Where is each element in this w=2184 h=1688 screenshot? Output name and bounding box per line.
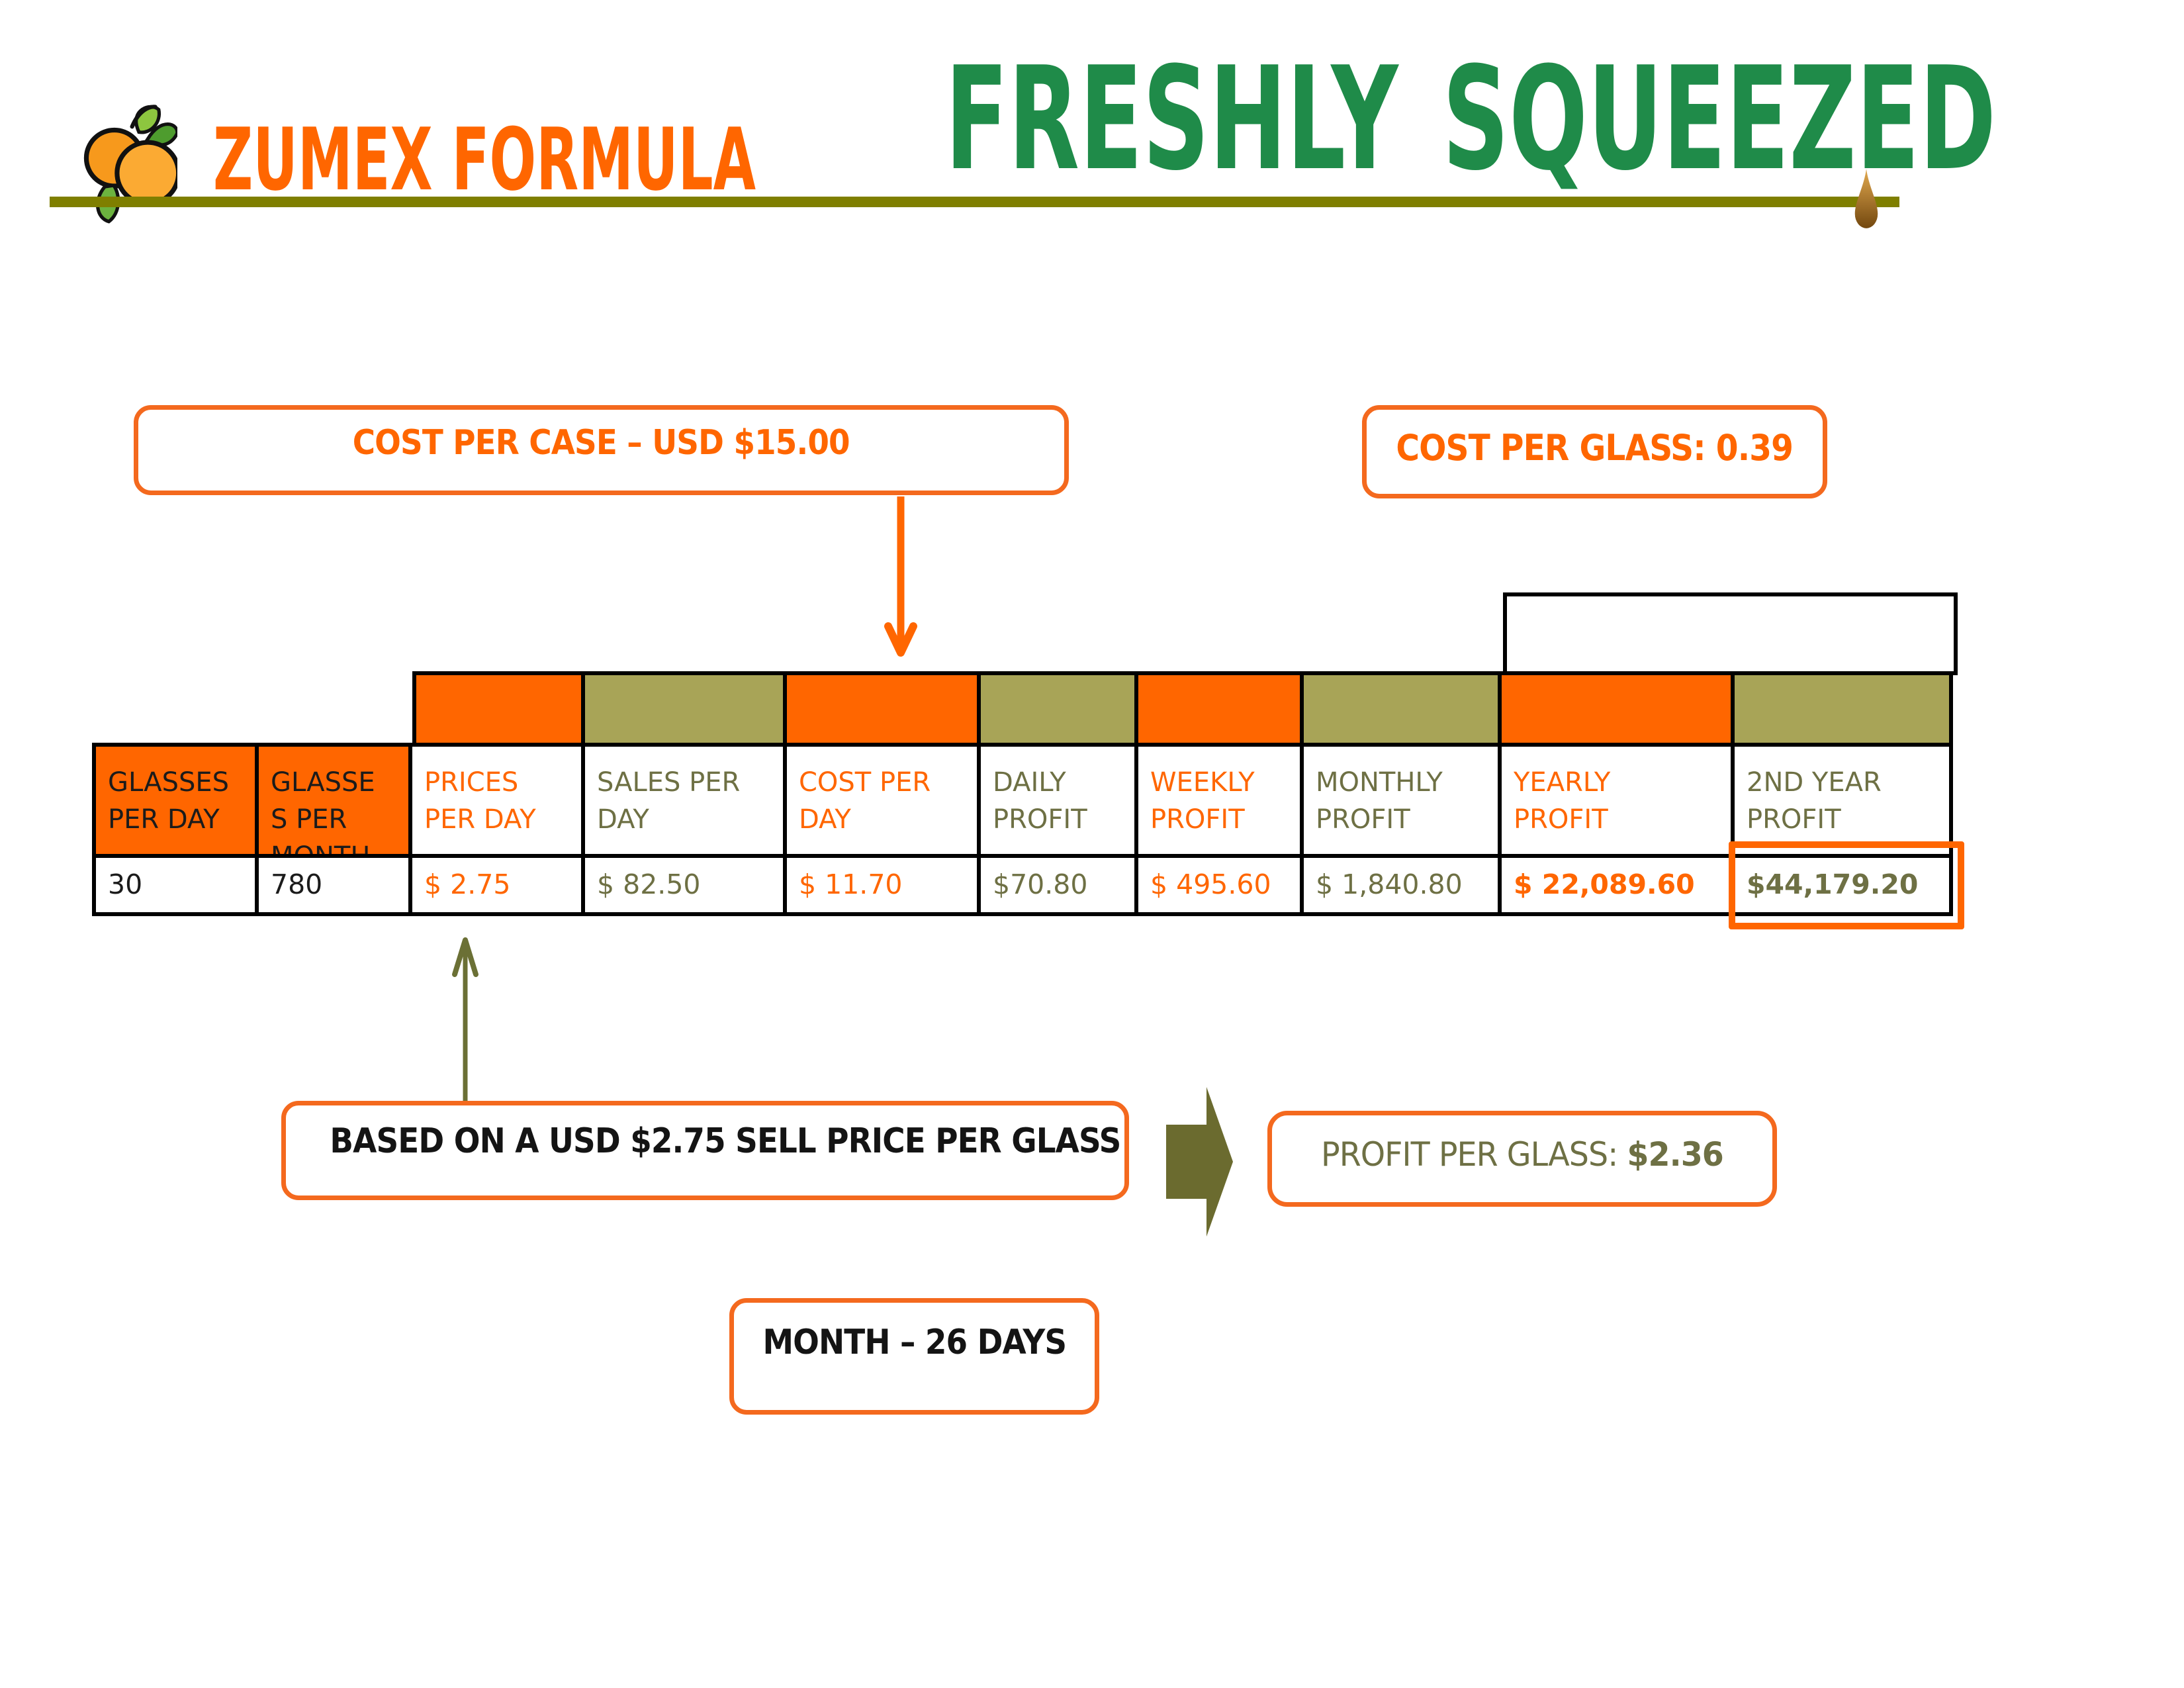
profit-per-glass-label: PROFIT PER GLASS:	[1321, 1135, 1627, 1174]
header-cost-per-day: COST PER DAY	[787, 743, 981, 854]
oranges-logo-icon	[83, 105, 177, 224]
cost-per-case-text: COST PER CASE – USD $15.00	[353, 423, 850, 463]
month-days-text: MONTH – 26 DAYS	[762, 1323, 1067, 1362]
value-daily-profit: $70.80	[981, 854, 1138, 916]
header-sales-per-day: SALES PER DAY	[585, 743, 787, 854]
second-year-note-box	[1503, 592, 1958, 675]
header-rule	[50, 197, 1899, 207]
value-glasses-per-day: 30	[92, 854, 259, 916]
band-sales-per-day	[585, 671, 787, 743]
value-sales-per-day: $ 82.50	[585, 854, 787, 916]
band-spacer	[92, 671, 259, 743]
based-on-callout: BASED ON A USD $2.75 SELL PRICE PER GLAS…	[281, 1101, 1129, 1200]
header-yearly-profit: YEARLY PROFIT	[1502, 743, 1735, 854]
value-cost-per-day: $ 11.70	[787, 854, 981, 916]
band-monthly-profit	[1304, 671, 1502, 743]
band-spacer	[259, 671, 412, 743]
value-prices-per-day: $ 2.75	[412, 854, 585, 916]
arrow-up-icon	[452, 937, 478, 1104]
header-2nd-year-profit: 2ND YEAR PROFIT	[1735, 743, 1953, 854]
value-glasses-per-month: 780	[259, 854, 412, 916]
header-daily-profit: DAILY PROFIT	[981, 743, 1138, 854]
arrow-down-icon	[884, 496, 917, 657]
value-weekly-profit: $ 495.60	[1138, 854, 1304, 916]
highlight-box	[1729, 841, 1964, 929]
profit-per-glass-value: $2.36	[1627, 1135, 1723, 1174]
value-yearly-profit: $ 22,089.60	[1502, 854, 1735, 916]
header-prices-per-day: PRICES PER DAY	[412, 743, 585, 854]
value-monthly-profit: $ 1,840.80	[1304, 854, 1502, 916]
cost-per-glass-callout: COST PER GLASS: 0.39	[1362, 405, 1827, 498]
value-2nd-year-profit: $44,179.20	[1735, 854, 1953, 916]
juice-drop-icon	[1854, 169, 1878, 228]
header-weekly-profit: WEEKLY PROFIT	[1138, 743, 1304, 854]
header-glasses-per-day: GLASSES PER DAY	[92, 743, 259, 854]
pricing-table: GLASSES PER DAY GLASSES PER MONTH PRICES…	[92, 671, 1953, 916]
page-title: FRESHLY SQUEEZED	[945, 36, 1997, 202]
band-2nd-year-profit	[1735, 671, 1953, 743]
block-arrow-right-icon	[1166, 1087, 1233, 1237]
month-days-callout: MONTH – 26 DAYS	[729, 1298, 1099, 1415]
band-prices-per-day	[412, 671, 585, 743]
header-monthly-profit: MONTHLY PROFIT	[1304, 743, 1502, 854]
based-on-text: BASED ON A USD $2.75 SELL PRICE PER GLAS…	[330, 1121, 1121, 1161]
header-glasses-per-month: GLASSES PER MONTH	[259, 743, 412, 854]
band-cost-per-day	[787, 671, 981, 743]
cost-per-glass-text: COST PER GLASS: 0.39	[1396, 427, 1794, 469]
band-weekly-profit	[1138, 671, 1304, 743]
profit-per-glass-callout: PROFIT PER GLASS: $2.36	[1267, 1111, 1777, 1207]
brand-title: ZUMEX FORMULA	[213, 109, 756, 210]
band-yearly-profit	[1502, 671, 1735, 743]
cost-per-case-callout: COST PER CASE – USD $15.00	[134, 405, 1069, 495]
band-daily-profit	[981, 671, 1138, 743]
